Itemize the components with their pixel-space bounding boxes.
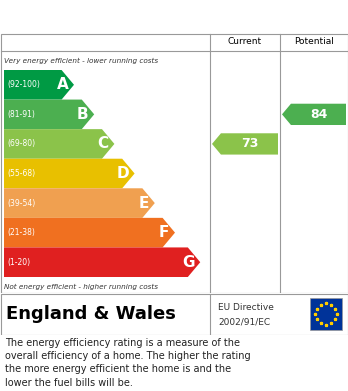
Text: The energy efficiency rating is a measure of the
overall efficiency of a home. T: The energy efficiency rating is a measur… — [5, 338, 251, 387]
Polygon shape — [4, 100, 94, 129]
Text: (39-54): (39-54) — [7, 199, 35, 208]
Text: Not energy efficient - higher running costs: Not energy efficient - higher running co… — [4, 284, 158, 290]
Text: (55-68): (55-68) — [7, 169, 35, 178]
Text: (92-100): (92-100) — [7, 80, 40, 89]
Polygon shape — [4, 248, 200, 277]
Text: England & Wales: England & Wales — [6, 305, 176, 323]
Text: F: F — [158, 225, 169, 240]
Text: D: D — [117, 166, 129, 181]
Text: E: E — [138, 196, 149, 211]
Polygon shape — [4, 159, 135, 188]
Polygon shape — [212, 133, 278, 154]
Text: A: A — [57, 77, 69, 92]
Text: Current: Current — [228, 38, 262, 47]
Text: B: B — [77, 107, 89, 122]
Polygon shape — [4, 70, 74, 100]
Polygon shape — [4, 188, 155, 218]
Text: 84: 84 — [310, 108, 327, 121]
Polygon shape — [4, 218, 175, 248]
Text: (81-91): (81-91) — [7, 110, 35, 119]
Text: 2002/91/EC: 2002/91/EC — [218, 317, 270, 326]
Polygon shape — [4, 129, 114, 159]
Text: (21-38): (21-38) — [7, 228, 35, 237]
Text: C: C — [97, 136, 109, 151]
Text: Potential: Potential — [294, 38, 334, 47]
Text: G: G — [183, 255, 195, 270]
Bar — [310, 298, 342, 330]
Text: (69-80): (69-80) — [7, 140, 35, 149]
Text: (1-20): (1-20) — [7, 258, 30, 267]
Text: Very energy efficient - lower running costs: Very energy efficient - lower running co… — [4, 58, 158, 64]
Polygon shape — [282, 104, 346, 125]
Text: Energy Efficiency Rating: Energy Efficiency Rating — [69, 9, 279, 24]
Text: 73: 73 — [241, 137, 258, 151]
Text: EU Directive: EU Directive — [218, 303, 274, 312]
